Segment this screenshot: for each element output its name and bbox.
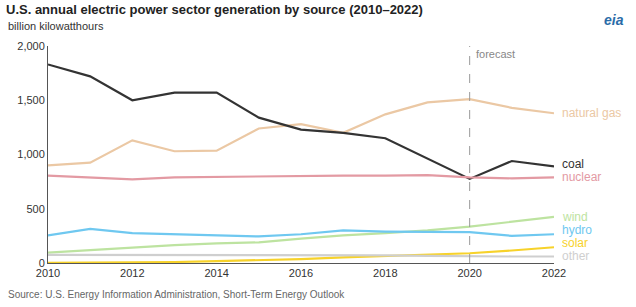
svg-text:2022: 2022 [542,267,566,279]
svg-text:nuclear: nuclear [562,170,601,184]
svg-text:coal: coal [562,157,584,171]
svg-text:wind: wind [562,210,588,224]
svg-text:Source: U.S. Energy Informatio: Source: U.S. Energy Information Administ… [8,289,345,300]
svg-text:2018: 2018 [373,267,397,279]
svg-text:1,500: 1,500 [17,94,45,106]
svg-text:solar: solar [562,236,588,250]
svg-text:500: 500 [26,203,44,215]
svg-text:2012: 2012 [120,267,144,279]
svg-text:hydro: hydro [562,223,592,237]
svg-text:U.S. annual electric power sec: U.S. annual electric power sector genera… [6,2,423,17]
svg-text:2020: 2020 [457,267,481,279]
svg-text:eia: eia [604,12,624,28]
svg-text:2014: 2014 [204,267,228,279]
svg-text:natural gas: natural gas [562,106,621,120]
svg-text:2010: 2010 [36,267,60,279]
svg-text:2,000: 2,000 [17,40,45,52]
svg-text:0: 0 [39,257,45,269]
svg-text:2016: 2016 [289,267,313,279]
svg-text:1,000: 1,000 [17,148,45,160]
svg-text:other: other [562,249,589,263]
svg-text:forecast: forecast [476,48,515,60]
svg-text:billion kilowatthours: billion kilowatthours [8,20,104,32]
